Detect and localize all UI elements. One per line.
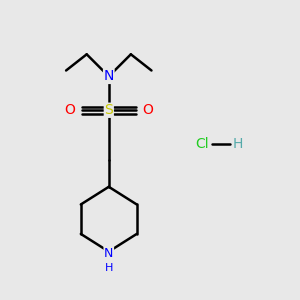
Text: O: O	[64, 103, 75, 117]
Text: H: H	[105, 263, 113, 273]
Text: N: N	[104, 247, 113, 260]
Text: N: N	[103, 69, 114, 83]
Text: S: S	[104, 103, 113, 117]
Text: O: O	[142, 103, 154, 117]
Text: H: H	[232, 137, 243, 151]
Text: Cl: Cl	[195, 137, 209, 151]
